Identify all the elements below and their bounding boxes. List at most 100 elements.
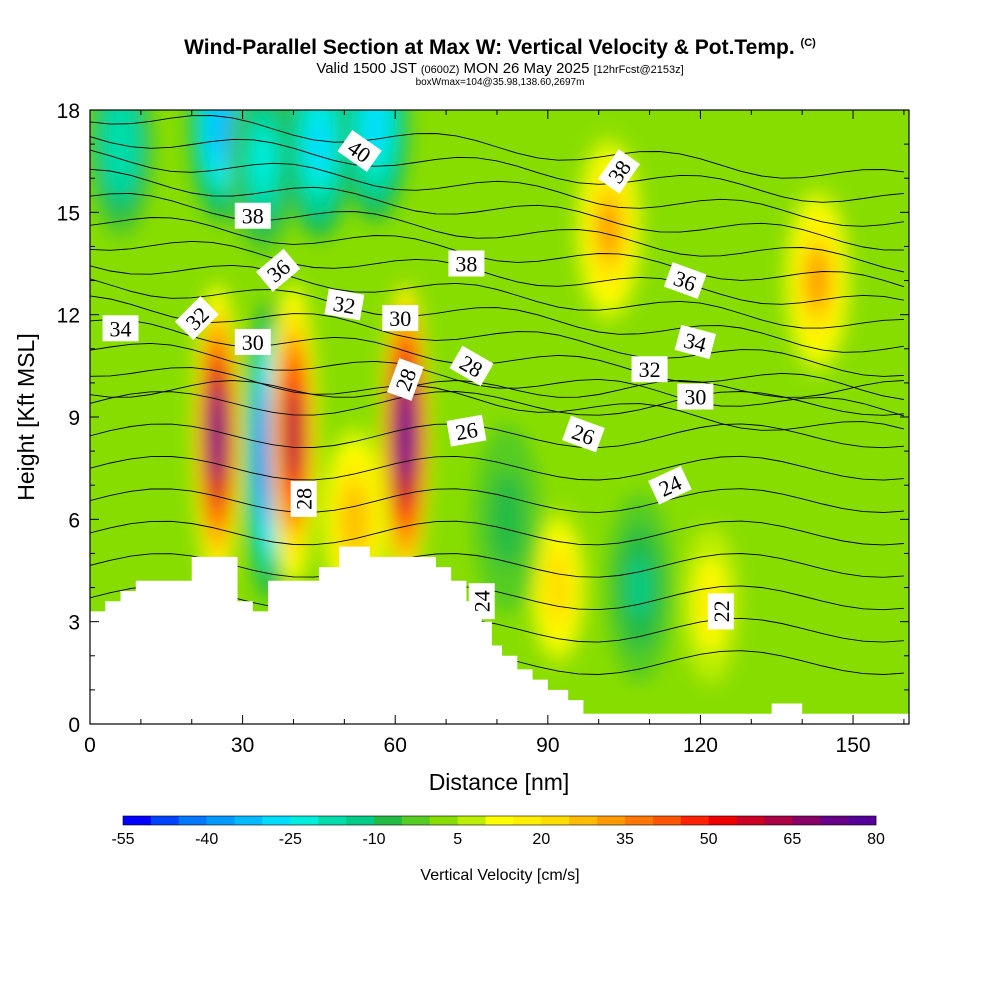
y-tick-label: 12	[57, 305, 80, 328]
theta-contour-line	[90, 520, 904, 546]
colorbar-swatch	[708, 816, 737, 825]
theta-label: 38	[448, 250, 485, 277]
theta-label: 36	[663, 262, 707, 299]
colorbar-swatch	[206, 816, 235, 825]
colorbar: -55 -40 -25 -10 5 20 35 50 65 80	[111, 815, 885, 848]
theta-label-text: 34	[110, 316, 132, 341]
colorbar-swatch	[848, 816, 877, 825]
theta-label-text: 38	[455, 252, 477, 277]
colorbar-swatch	[792, 816, 821, 825]
theta-contour-line	[90, 367, 905, 431]
theta-contour-line	[90, 488, 904, 513]
theta-label-box	[677, 383, 714, 410]
theta-label-box	[449, 345, 494, 387]
theta-contour-line	[90, 318, 904, 400]
theta-contour-line	[90, 168, 904, 251]
theta-label: 30	[677, 383, 714, 410]
theta-label: 34	[102, 315, 139, 342]
theta-contour-line	[90, 193, 905, 273]
w-feature	[343, 488, 366, 550]
w-feature	[308, 113, 330, 175]
theta-contour-line	[90, 380, 904, 398]
colorbar-tick-label: 5	[453, 831, 462, 848]
colorbar-tick-label: 80	[867, 831, 885, 848]
theta-label-text: 38	[242, 204, 264, 229]
theta-label: 38	[234, 202, 271, 229]
colorbar-frame	[122, 815, 877, 826]
theta-contour-line	[90, 149, 904, 227]
x-tick-label: 60	[384, 734, 407, 757]
theta-label-box	[256, 248, 301, 292]
theta-label: 26	[446, 414, 487, 447]
colorbar-swatch	[429, 816, 458, 825]
w-feature	[597, 198, 620, 260]
theta-contour-line	[90, 240, 904, 305]
theta-label-text: 26	[454, 417, 480, 445]
colorbar-swatch	[457, 816, 486, 825]
theta-contour-line	[90, 264, 904, 329]
colorbar-swatch	[401, 816, 431, 825]
theta-label-box	[382, 305, 419, 332]
colorbar-swatch	[318, 816, 347, 825]
theta-label: 34	[674, 324, 717, 360]
theta-label-text: 32	[331, 291, 357, 319]
theta-label-box	[562, 415, 605, 453]
valid-date: MON 26 May 2025	[463, 60, 590, 77]
theta-label-box	[102, 315, 139, 342]
copyright-mark: (C)	[800, 37, 816, 49]
colorbar-swatch	[234, 816, 263, 825]
colorbar-tick-label: 65	[783, 831, 801, 848]
colorbar-swatch	[625, 816, 654, 825]
colorbar-swatch	[680, 816, 709, 825]
w-feature	[109, 113, 132, 175]
colorbar-swatch	[178, 816, 207, 825]
x-tick-label: 120	[683, 734, 718, 757]
theta-contour-line	[90, 136, 904, 203]
theta-label: 30	[234, 328, 271, 355]
colorbar-swatch	[513, 816, 542, 825]
colorbar-tick-label: 50	[700, 831, 718, 848]
colorbar-swatch	[374, 816, 403, 825]
colorbar-tick-label: 35	[616, 831, 634, 848]
colorbar-swatch	[764, 816, 793, 825]
theta-label-text: 22	[709, 600, 734, 622]
theta-label-box	[446, 414, 487, 447]
theta-contour-line	[90, 423, 904, 449]
y-tick-label: 0	[68, 714, 80, 737]
colorbar-tick-label: -10	[362, 831, 385, 848]
colorbar-swatch	[820, 816, 849, 825]
theta-label: 22	[707, 593, 734, 630]
y-tick-label: 9	[68, 407, 80, 430]
x-tick-label: 90	[536, 734, 559, 757]
colorbar-swatch	[652, 816, 682, 825]
theta-contour-line	[90, 217, 905, 288]
theta-contour-line	[90, 278, 904, 353]
theta-label-box	[468, 583, 495, 620]
theta-label-box	[707, 593, 734, 630]
theta-label-box	[234, 328, 271, 355]
theta-label-box	[663, 262, 707, 299]
x-tick-label: 30	[231, 734, 254, 757]
theta-label-text: 32	[639, 357, 661, 382]
colorbar-tick-label: -25	[279, 831, 302, 848]
terrain-mask	[90, 546, 909, 724]
theta-contour-line	[90, 342, 905, 417]
chart-title: Wind-Parallel Section at Max W: Vertical…	[0, 36, 1000, 60]
theta-label-box	[648, 465, 692, 505]
theta-contour-line	[90, 295, 904, 377]
theta-label: 32	[174, 296, 219, 340]
y-tick-label: 3	[68, 612, 80, 635]
w-feature	[496, 488, 519, 550]
w-feature	[806, 250, 829, 311]
colorbar-label: Vertical Velocity [cm/s]	[420, 867, 579, 884]
x-axis-label: Distance [nm]	[429, 769, 570, 795]
title-text: Wind-Parallel Section at Max W: Vertical…	[184, 36, 795, 59]
theta-label-text: 30	[242, 330, 264, 355]
colorbar-tick-label: 20	[532, 831, 550, 848]
forecast-info: [12hrFcst@2153z]	[593, 64, 684, 76]
colorbar-swatch	[123, 816, 152, 825]
theta-label: 30	[382, 305, 419, 332]
